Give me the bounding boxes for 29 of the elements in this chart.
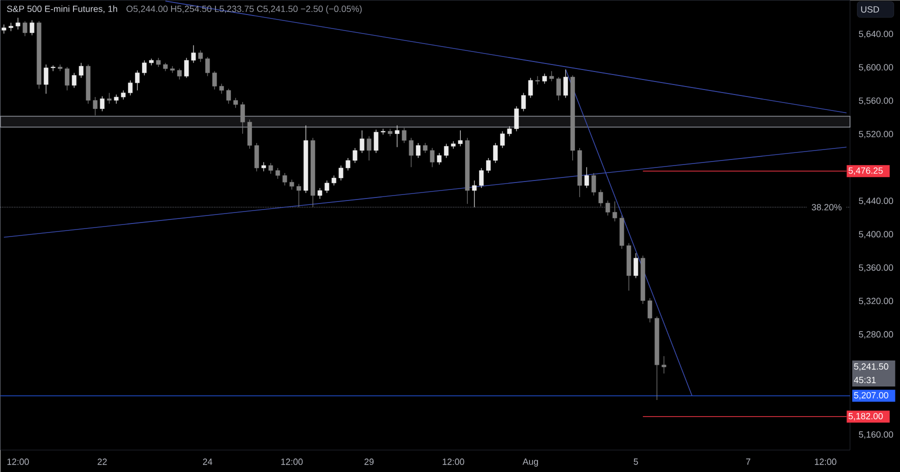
y-tick-label: 5,520.00 [858, 130, 894, 138]
y-tick-label: 5,440.00 [858, 198, 894, 206]
y-tick-label: 5,640.00 [858, 30, 894, 38]
y-tick-label: 5,600.00 [858, 64, 894, 72]
text: 45:31 [854, 376, 876, 384]
y-tick-label: 5,560.00 [858, 97, 894, 105]
y-tick-label: 5,160.00 [858, 431, 894, 439]
ref-line-label: 5,207.00 [854, 392, 888, 400]
x-tick-label: 12:00 [7, 458, 29, 465]
x-tick-label: 12:00 [442, 458, 464, 465]
annotation: O5,244.00 H5,254.50 L5,233.75 C5,241.50 −2.50 (−0.05%) [126, 5, 362, 14]
series-label: 5,476.25 [848, 167, 883, 175]
x-tick-label: 29 [364, 458, 374, 465]
x-tick-label: 5 [634, 458, 638, 465]
y-tick-label: 5,280.00 [858, 331, 894, 339]
annotation: 38.20% [812, 204, 842, 210]
x-tick-label: 12:00 [281, 458, 303, 465]
series-label: 5,182.00 [848, 412, 883, 420]
text: S&P 500 E-mini Futures, 1h [7, 5, 118, 14]
y-tick-label: 5,320.00 [858, 298, 894, 306]
y-tick-label: 5,360.00 [858, 264, 894, 272]
x-tick-label: 24 [203, 458, 212, 465]
y-tick-label: 5,400.00 [858, 231, 894, 238]
x-tick-label: 22 [98, 458, 107, 465]
x-tick-label: Aug [522, 458, 538, 467]
y-axis-title: USD [861, 6, 880, 13]
text: 5,241.50 [854, 363, 888, 371]
x-tick-label: 7 [746, 458, 750, 465]
x-tick-label: 12:00 [814, 458, 836, 465]
